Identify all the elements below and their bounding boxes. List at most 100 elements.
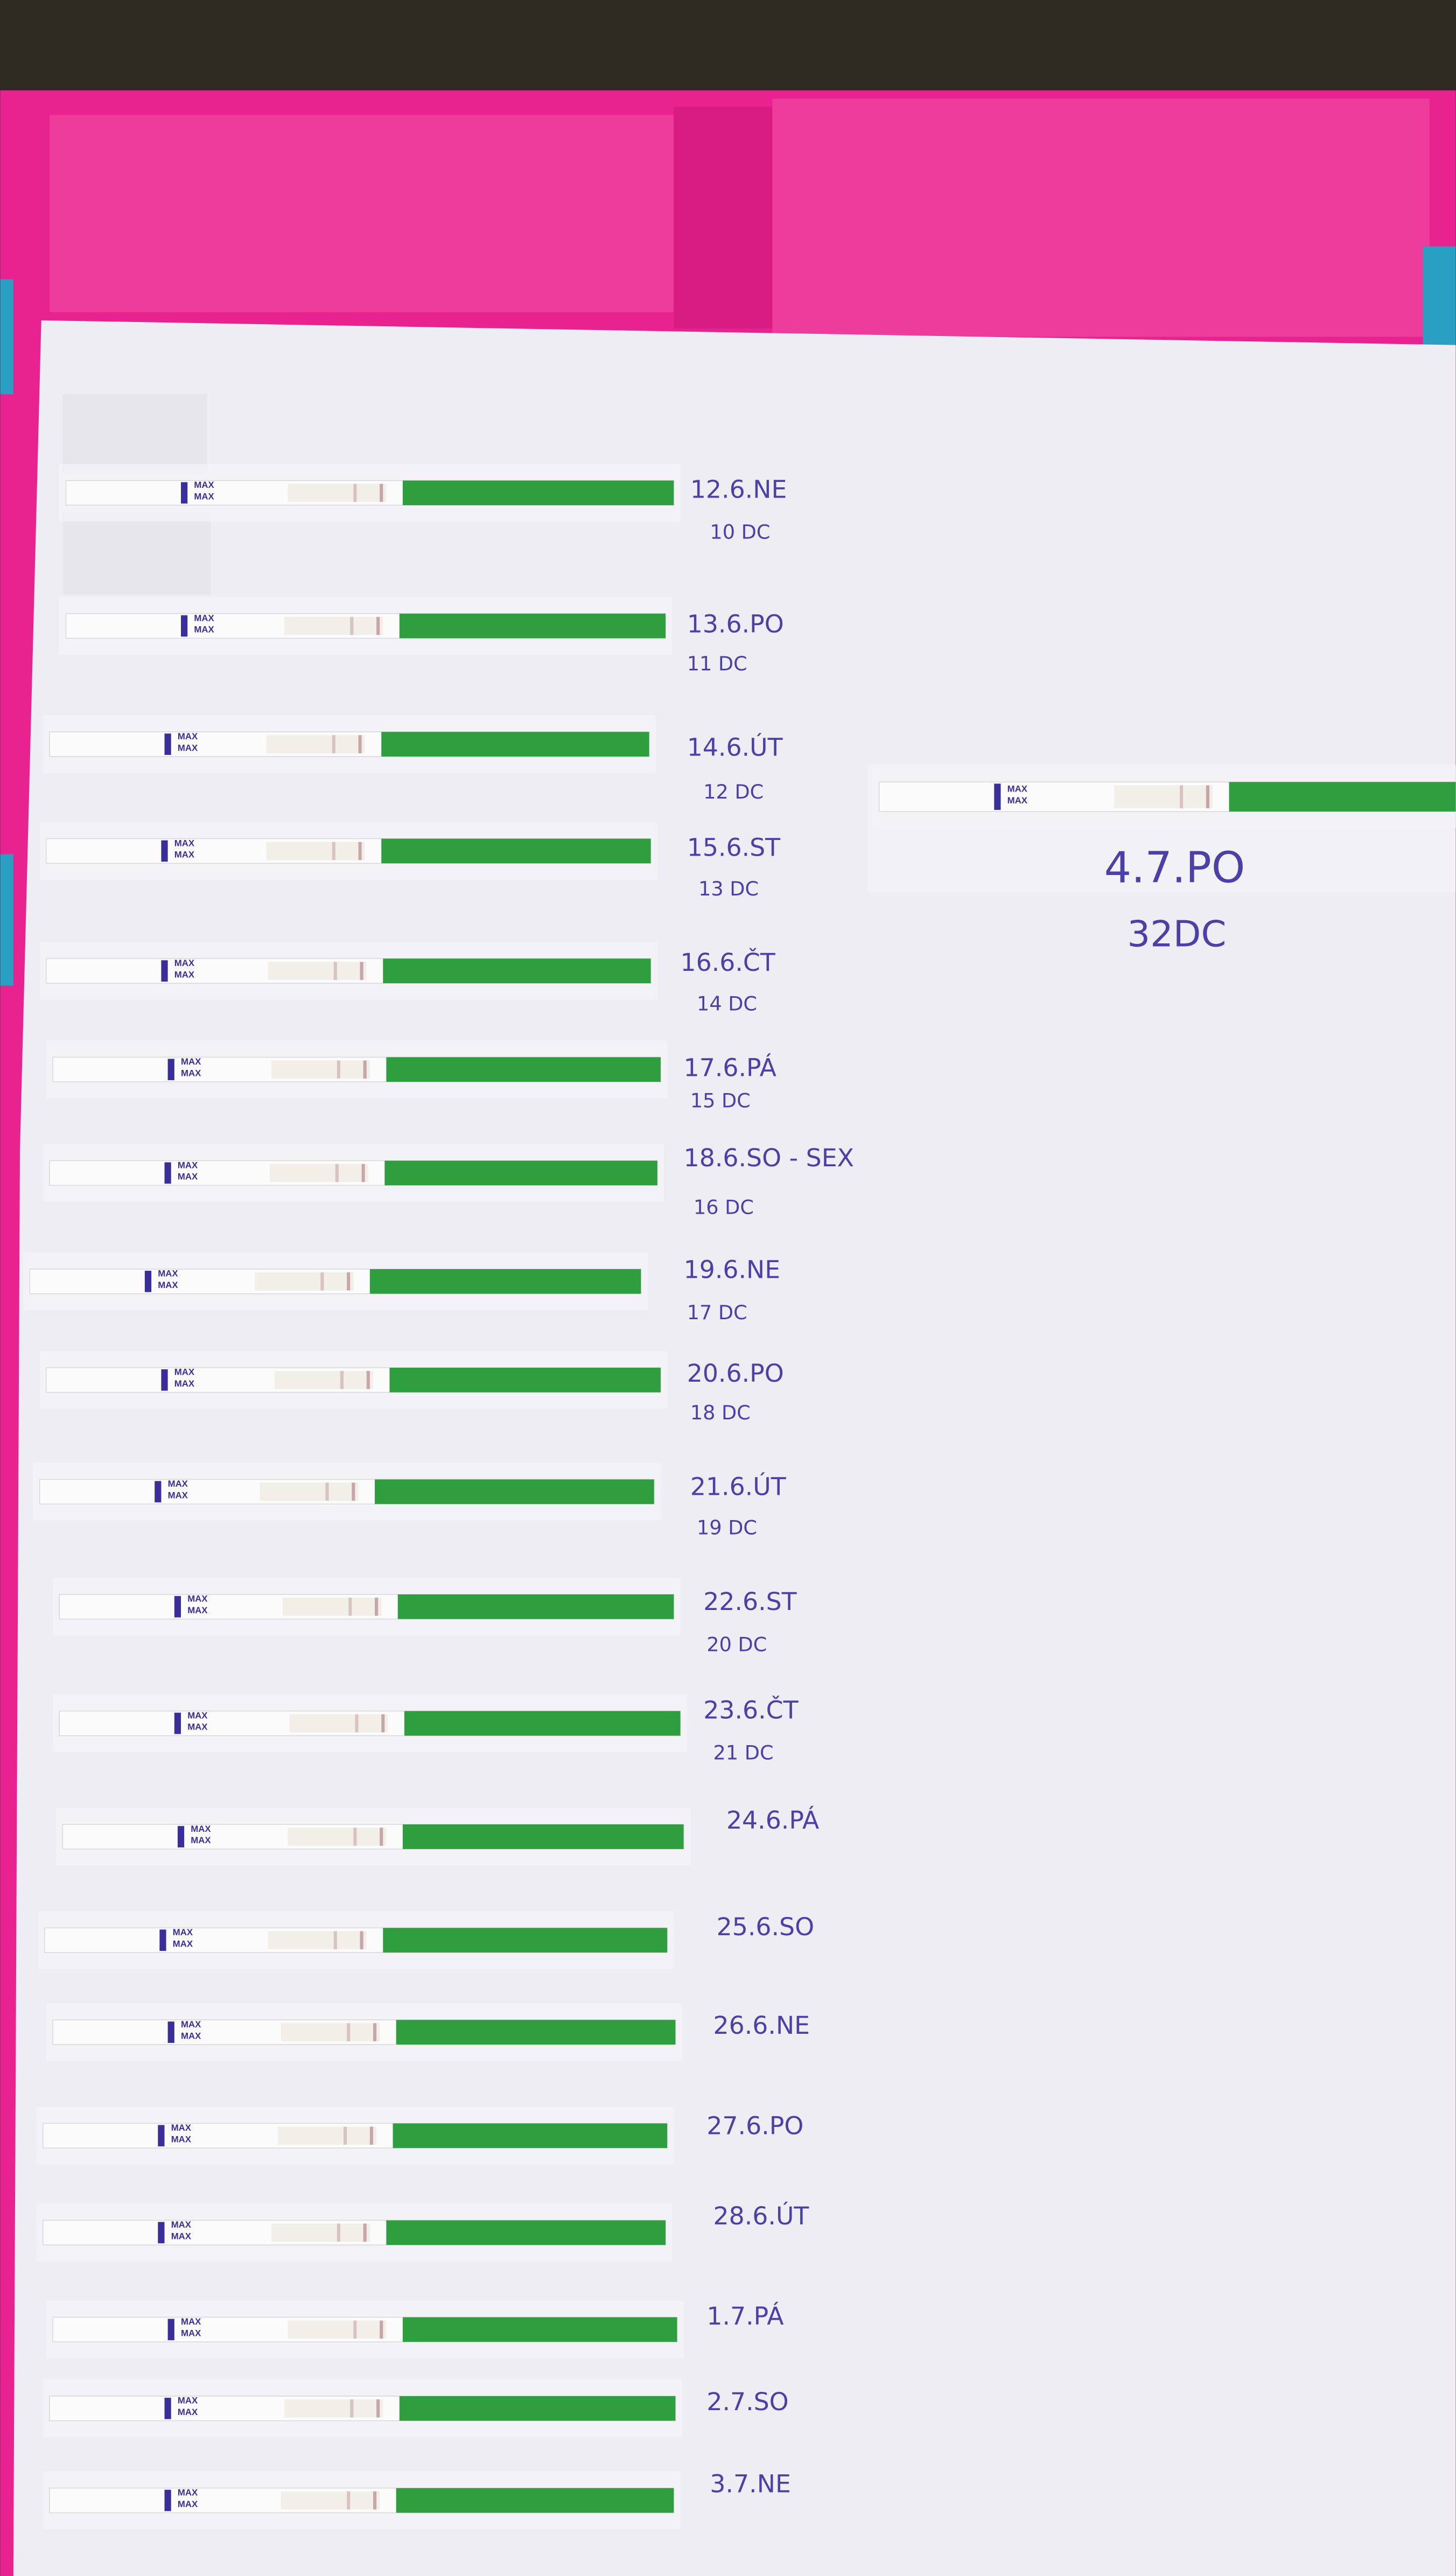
board-clip [1423, 246, 1456, 353]
strip-text: MAX [187, 1594, 208, 1604]
strip-text: MAX [174, 850, 195, 860]
test-line [360, 1931, 363, 1950]
strip-text: MAX [168, 1479, 188, 1489]
strip-green [386, 1057, 661, 1082]
strip-green [404, 1711, 681, 1736]
test-line [380, 2320, 383, 2339]
strip-window [268, 1931, 367, 1950]
strip-text: MAX [174, 958, 195, 968]
board-panel [772, 99, 1430, 337]
max-bar [164, 733, 171, 755]
cycle-day-label: 15 DC [690, 1089, 751, 1112]
strip-window [266, 842, 365, 860]
strip-green [402, 480, 674, 506]
date-label: 23.6.ČT [703, 1695, 799, 1724]
strip-green [397, 1594, 674, 1619]
max-bar [164, 1162, 171, 1184]
strip-text: MAX [187, 1605, 208, 1615]
test-line [366, 1371, 370, 1389]
date-label: 26.6.NE [713, 2011, 810, 2040]
max-bar [159, 1929, 166, 1951]
max-bar [167, 2319, 174, 2341]
strip-text: MAX [178, 2407, 198, 2417]
strip-text: MAX [178, 2499, 198, 2509]
max-bar [167, 2021, 174, 2043]
test-line [352, 1482, 355, 1501]
strip-green [399, 2396, 676, 2421]
max-bar [155, 1481, 162, 1503]
test-line [373, 2023, 377, 2041]
control-line [335, 1164, 339, 1182]
strip-green [389, 1367, 661, 1392]
strip-window [1114, 785, 1213, 809]
date-label: 3.7.NE [710, 2469, 790, 2498]
control-line [344, 2126, 347, 2145]
strip-green [393, 2123, 668, 2148]
date-label: 18.6.SO - SEX [684, 1144, 854, 1172]
strip-text: MAX [158, 1269, 178, 1279]
max-bar [164, 2397, 171, 2419]
strip-text: MAX [181, 1068, 201, 1078]
strip-text: MAX [194, 492, 214, 502]
date-label: 13.6.PO [687, 610, 784, 639]
max-bar [161, 960, 168, 982]
strip-text: MAX [187, 1710, 208, 1720]
strip-green [386, 2220, 666, 2245]
max-bar [161, 1369, 168, 1391]
control-line [333, 962, 337, 980]
control-line [353, 2320, 357, 2339]
max-bar [177, 1826, 185, 1847]
strip-text: MAX [187, 1722, 208, 1732]
test-line [363, 2223, 367, 2242]
strip-window [288, 1828, 387, 1846]
strip-text: MAX [174, 1367, 195, 1377]
date-label: 25.6.SO [717, 1913, 814, 1941]
cycle-day-label: 17 DC [687, 1301, 747, 1324]
max-bar [994, 783, 1001, 810]
strip-window [289, 1714, 388, 1733]
cycle-day-label: 11 DC [687, 652, 747, 675]
date-label: 14.6.ÚT [687, 732, 783, 761]
strip-window [255, 1272, 354, 1291]
control-line [350, 2399, 354, 2418]
control-line [332, 735, 335, 753]
strip-text: MAX [194, 480, 214, 490]
strip-text: MAX [181, 2316, 201, 2327]
strip-text: MAX [178, 2396, 198, 2406]
strip-text: MAX [173, 1927, 193, 1937]
control-line [350, 617, 354, 635]
strip-text: MAX [1007, 795, 1028, 806]
test-line [358, 735, 362, 753]
test-line [373, 2491, 377, 2510]
cycle-day-label: 18 DC [690, 1401, 751, 1424]
control-line [332, 842, 335, 860]
strip-window [278, 2126, 377, 2145]
strip-text: MAX [178, 1160, 198, 1170]
date-label: 15.6.ST [687, 834, 781, 862]
strip-window [288, 2320, 387, 2339]
control-line [347, 2491, 351, 2510]
date-label: 1.7.PÁ [706, 2301, 783, 2330]
date-label: 28.6.ÚT [713, 2201, 810, 2230]
board-hinge [674, 107, 773, 329]
control-line [348, 1598, 352, 1616]
strip-text: MAX [168, 1490, 188, 1501]
test-line [358, 842, 362, 860]
strip-text: MAX [181, 1056, 201, 1067]
strip-window [266, 735, 365, 753]
cycle-day-label: 16 DC [694, 1196, 754, 1219]
date-label: 16.6.ČT [681, 947, 776, 977]
max-bar [174, 1712, 181, 1734]
cycle-day-label: 10 DC [710, 521, 770, 544]
control-line [353, 484, 357, 502]
strip-text: MAX [174, 838, 195, 848]
board-clip [0, 279, 13, 395]
strip-green [396, 2020, 676, 2045]
strip-text: MAX [171, 2220, 192, 2230]
test-line [375, 1598, 379, 1616]
test-line [360, 962, 363, 980]
strip-green [1229, 782, 1456, 812]
test-line [1206, 785, 1209, 809]
